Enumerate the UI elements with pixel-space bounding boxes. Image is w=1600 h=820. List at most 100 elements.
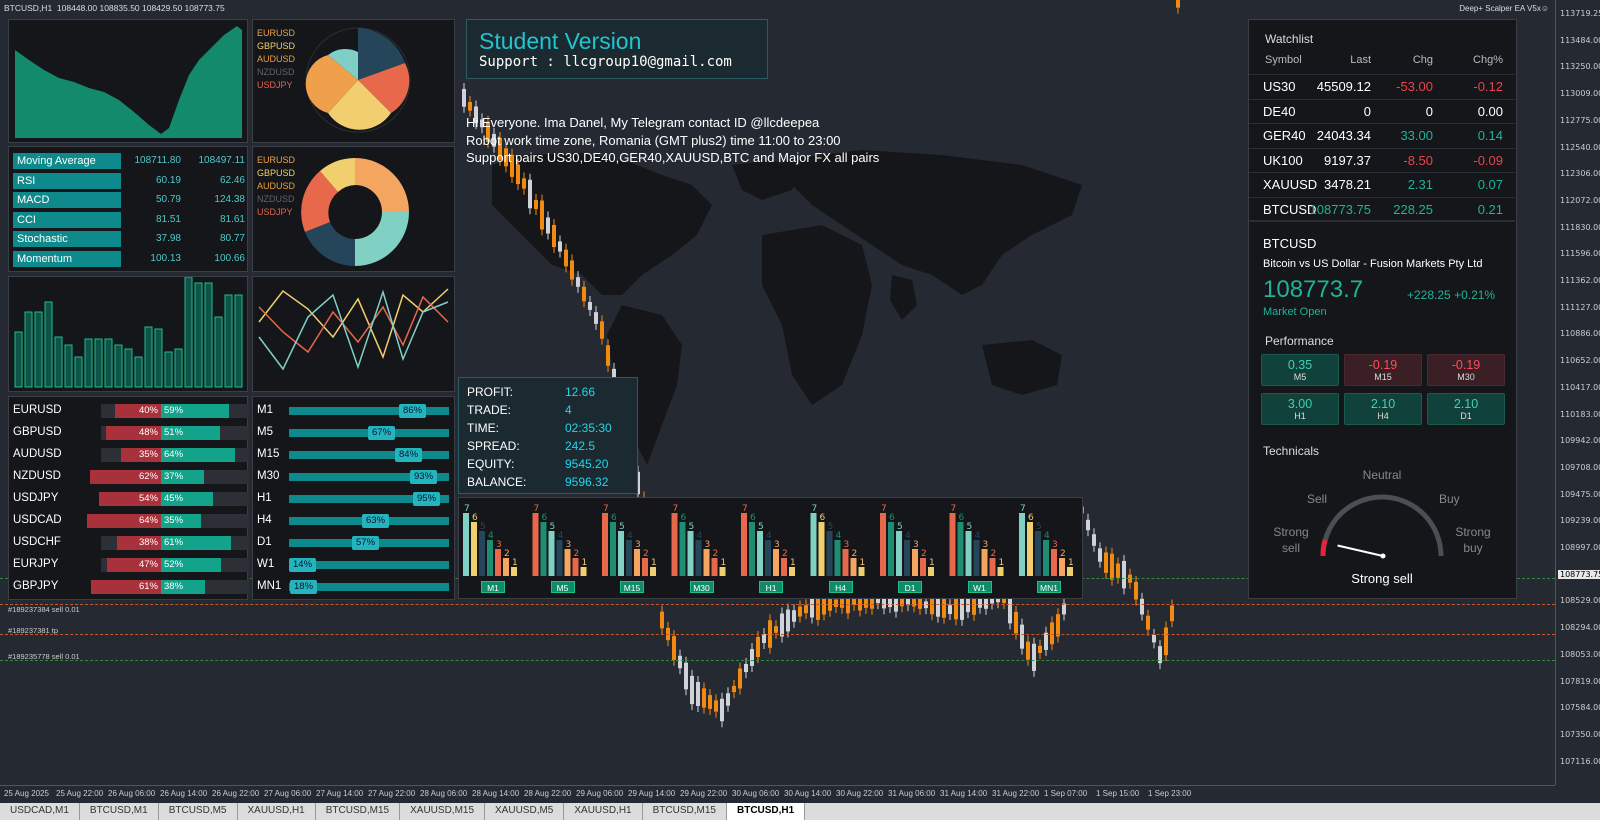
legend-item: NZDUSD: [257, 67, 295, 77]
tab-btcusd-h1[interactable]: BTCUSD,H1: [726, 803, 806, 820]
indicator-value-2: 62.46: [219, 174, 245, 186]
tf-value-bar: [858, 567, 865, 576]
watchlist-row[interactable]: DE40 0 0 0.00: [1249, 98, 1515, 123]
stat-label: PROFIT:: [467, 385, 514, 399]
watchlist-row[interactable]: UK100 9197.37 -8.50 -0.09: [1249, 147, 1515, 172]
time-tick: 1 Sep 15:00: [1096, 789, 1140, 798]
time-tick: 27 Aug 06:00: [264, 789, 312, 798]
candle-body: [696, 682, 700, 706]
tf-value-label: 6: [1028, 513, 1034, 523]
candle-body: [1122, 560, 1126, 589]
watchlist-row[interactable]: BTCUSD 108773.75 228.25 0.21: [1249, 196, 1515, 221]
performance-box-d1[interactable]: 2.10 D1: [1427, 393, 1505, 425]
tab-xauusd-m15[interactable]: XAUUSD,M15: [400, 803, 486, 820]
tf-value-bar: [556, 540, 563, 576]
candle-body: [774, 626, 778, 633]
price-axis[interactable]: 113719.25 113484.00 113250.00 113009.00 1127…: [1555, 0, 1600, 785]
tf-strength-pill: 95%: [413, 492, 441, 506]
tf-value-bar: [1051, 549, 1057, 576]
tf-value-bar: [973, 540, 980, 576]
candle-body: [1140, 598, 1144, 615]
candle-body: [1050, 622, 1054, 645]
price-tick: 109239.00: [1560, 516, 1600, 526]
tf-row: M15 84%: [257, 446, 449, 463]
tf-strength-pill: 63%: [362, 514, 390, 528]
indicator-name: MACD: [13, 192, 121, 209]
pair-row: NZDUSD 62% 37%: [13, 468, 251, 485]
time-tick: 28 Aug 14:00: [472, 789, 520, 798]
candle-body: [942, 599, 946, 618]
tab-xauusd-h1[interactable]: XAUUSD,H1: [238, 803, 316, 820]
legend-item: GBPUSD: [257, 41, 296, 51]
tab-btcusd-m1[interactable]: BTCUSD,M1: [80, 803, 159, 820]
tf-value-label: 3: [635, 540, 641, 550]
tf-row: M30 93%: [257, 468, 449, 485]
indicator-name: CCI: [13, 211, 121, 228]
tf-value-label: 4: [627, 531, 633, 541]
performance-box-m30[interactable]: -0.19 M30: [1427, 354, 1505, 386]
performance-box-h4[interactable]: 2.10 H4: [1344, 393, 1422, 425]
candle-body: [588, 302, 592, 310]
order-line-tp[interactable]: [0, 634, 1555, 635]
time-tick: 25 Aug 2025: [4, 789, 49, 798]
tf-strength-bar: 93%: [289, 470, 449, 484]
watchlist-row[interactable]: US30 45509.12 -53.00 -0.12: [1249, 74, 1515, 98]
tab-xauusd-h1[interactable]: XAUUSD,H1: [564, 803, 643, 820]
candle-body: [762, 633, 766, 644]
tf-value-label: 6: [889, 513, 895, 523]
candle-body: [882, 591, 886, 609]
performance-box-m15[interactable]: -0.19 M15: [1344, 354, 1422, 386]
candle-body: [798, 606, 802, 617]
stat-value: 02:35:30: [565, 421, 612, 435]
tf-value-label: 2: [782, 549, 788, 559]
tf-value-label: 5: [967, 522, 973, 532]
symbol-name: BTCUSD: [1263, 236, 1317, 251]
price-tick: 108294.00: [1560, 623, 1600, 633]
time-tick: 28 Aug 06:00: [420, 789, 468, 798]
technicals-title: Technicals: [1263, 444, 1320, 458]
tf-value-bar: [642, 558, 648, 576]
tab-btcusd-m15[interactable]: BTCUSD,M15: [643, 803, 727, 820]
candle-body: [954, 597, 958, 620]
performance-box-h1[interactable]: 3.00 H1: [1261, 393, 1339, 425]
wl-chg-pct: 0.07: [1477, 177, 1503, 192]
price-chart[interactable]: BTCUSD,H1 108448.00 108835.50 108429.50 …: [0, 0, 1555, 785]
tf-group-label: M1: [481, 581, 505, 593]
tab-xauusd-m5[interactable]: XAUUSD,M5: [485, 803, 565, 820]
order-line-sell-1[interactable]: [0, 604, 1555, 605]
chart-tabs: USDCAD,M1 BTCUSD,M1 BTCUSD,M5 XAUUSD,H1 BTCU…: [0, 803, 1600, 820]
watchlist-row[interactable]: XAUUSD 3478.21 2.31 0.07: [1249, 172, 1515, 196]
candle-body: [1014, 611, 1018, 634]
tf-value-label: 2: [713, 549, 719, 559]
performance-box-m5[interactable]: 0.35 M5: [1261, 354, 1339, 386]
time-tick: 27 Aug 22:00: [368, 789, 416, 798]
watchlist-row[interactable]: GER40 24043.34 33.00 0.14: [1249, 123, 1515, 147]
tf-name: M30: [257, 470, 280, 482]
stat-value: 4: [565, 403, 572, 417]
time-tick: 31 Aug 22:00: [992, 789, 1040, 798]
tf-value-bar: [880, 513, 886, 576]
tf-value-bar: [487, 540, 493, 576]
wl-symbol: XAUUSD: [1263, 177, 1318, 192]
pair-sentiment-bar: 64% 35%: [87, 514, 249, 528]
order-line-sell-2[interactable]: [0, 660, 1555, 661]
histogram-bar: [204, 282, 213, 388]
candle-body: [918, 598, 922, 609]
tab-btcusd-m15[interactable]: BTCUSD,M15: [316, 803, 401, 820]
candle-body: [546, 217, 550, 234]
tab-usdcad-m1[interactable]: USDCAD,M1: [0, 803, 80, 820]
pair-row: EURJPY 47% 52%: [13, 556, 251, 573]
tf-value-label: 7: [534, 504, 540, 514]
legend-item: USDJPY: [257, 207, 293, 217]
candle-body: [912, 598, 916, 607]
candle-body: [708, 695, 712, 709]
tf-strength-bar: 86%: [289, 404, 449, 418]
candle-body: [930, 597, 934, 615]
histogram-bar: [134, 356, 143, 388]
time-axis[interactable]: 25 Aug 2025 25 Aug 22:00 26 Aug 06:00 26 Au…: [0, 785, 1555, 803]
tab-btcusd-m5[interactable]: BTCUSD,M5: [159, 803, 238, 820]
tf-value-bar: [781, 558, 787, 576]
gauge-neutral: Neutral: [1362, 468, 1402, 482]
price-tick: 110417.00: [1560, 382, 1600, 392]
tf-value-bar: [965, 531, 972, 576]
